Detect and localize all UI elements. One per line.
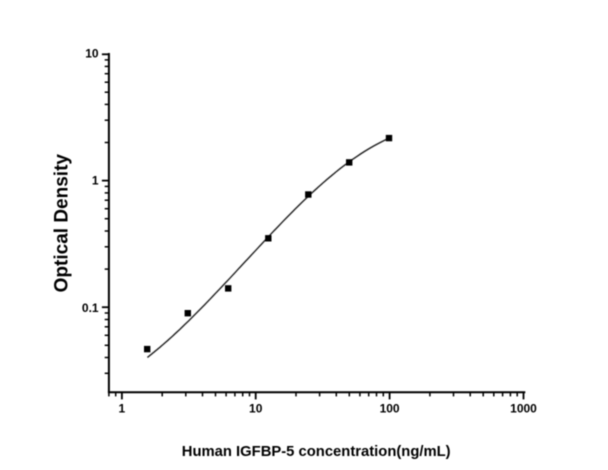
svg-text:10: 10 (85, 46, 99, 60)
svg-text:1: 1 (119, 401, 126, 415)
svg-text:Optical Density: Optical Density (52, 154, 73, 293)
svg-text:100: 100 (380, 401, 400, 415)
svg-text:1000: 1000 (510, 401, 537, 415)
svg-text:Human IGFBP-5 concentration(ng: Human IGFBP-5 concentration(ng/mL) (182, 444, 451, 460)
svg-text:0.1: 0.1 (82, 301, 99, 315)
svg-text:10: 10 (249, 401, 263, 415)
svg-text:1: 1 (92, 174, 99, 188)
